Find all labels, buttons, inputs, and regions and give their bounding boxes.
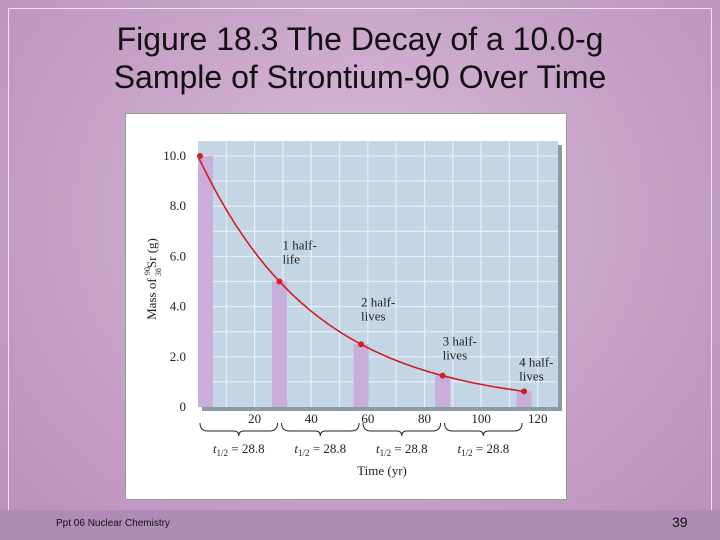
half-life-bracket <box>199 422 279 437</box>
x-tick-label: 60 <box>361 411 374 426</box>
x-tick-label: 20 <box>248 411 261 426</box>
annotation-label-line1: 1 half- <box>283 238 317 253</box>
bar <box>272 281 288 407</box>
y-tick-label: 8.0 <box>170 198 186 213</box>
annotation-label-line2: lives <box>361 308 386 323</box>
half-life-label: t1/2 = 28.8 <box>294 441 346 458</box>
y-tick-label: 6.0 <box>170 248 186 263</box>
x-axis-label: Time (yr) <box>357 463 407 478</box>
title-line-1: Figure 18.3 The Decay of a 10.0-g <box>116 21 604 57</box>
title-line-2: Sample of Strontium-90 Over Time <box>113 59 607 95</box>
data-point <box>197 153 203 160</box>
annotation-label-line2: lives <box>443 348 468 363</box>
x-tick-label: 40 <box>305 411 318 426</box>
y-axis-label: Mass of 90 38Sr (g) <box>143 238 163 320</box>
slide-title: Figure 18.3 The Decay of a 10.0-g Sample… <box>60 20 660 96</box>
half-life-label: t1/2 = 28.8 <box>457 441 509 458</box>
slide-bottom-bar <box>0 510 720 540</box>
chart-container: 1 half-life 2 half-lives 3 half-lives 4 hal… <box>125 113 567 500</box>
data-point <box>358 341 365 348</box>
annotation-label-line2: lives <box>519 368 544 383</box>
y-tick-label: 10.0 <box>163 148 186 163</box>
bar <box>353 344 369 407</box>
annotation-label-line1: 4 half- <box>519 354 553 369</box>
half-life-label: t1/2 = 28.8 <box>213 441 265 458</box>
half-life-bracket <box>362 422 442 437</box>
data-point <box>521 388 528 395</box>
x-tick-label: 80 <box>418 411 431 426</box>
y-axis-label-text: Mass of 90 38Sr (g) <box>143 238 163 320</box>
x-tick-label: 100 <box>471 411 491 426</box>
x-tick-label: 120 <box>528 411 548 426</box>
half-life-bracket <box>281 422 360 437</box>
page-number: 39 <box>672 514 688 530</box>
annotation-label-line1: 3 half- <box>443 334 477 349</box>
bar <box>435 375 451 407</box>
annotation-label-line1: 2 half- <box>361 294 395 309</box>
y-tick-label: 0 <box>180 399 187 414</box>
half-life-label: t1/2 = 28.8 <box>376 441 428 458</box>
plot-area <box>198 141 558 407</box>
data-point <box>276 278 283 285</box>
y-tick-label: 2.0 <box>170 349 186 364</box>
bar <box>516 391 532 407</box>
bar <box>198 156 213 407</box>
data-point <box>439 372 446 379</box>
y-tick-label: 4.0 <box>170 299 186 314</box>
footer-text: Ppt 06 Nuclear Chemistry <box>56 518 170 529</box>
annotation-label-line2: life <box>283 252 301 267</box>
half-life-bracket <box>444 422 523 437</box>
